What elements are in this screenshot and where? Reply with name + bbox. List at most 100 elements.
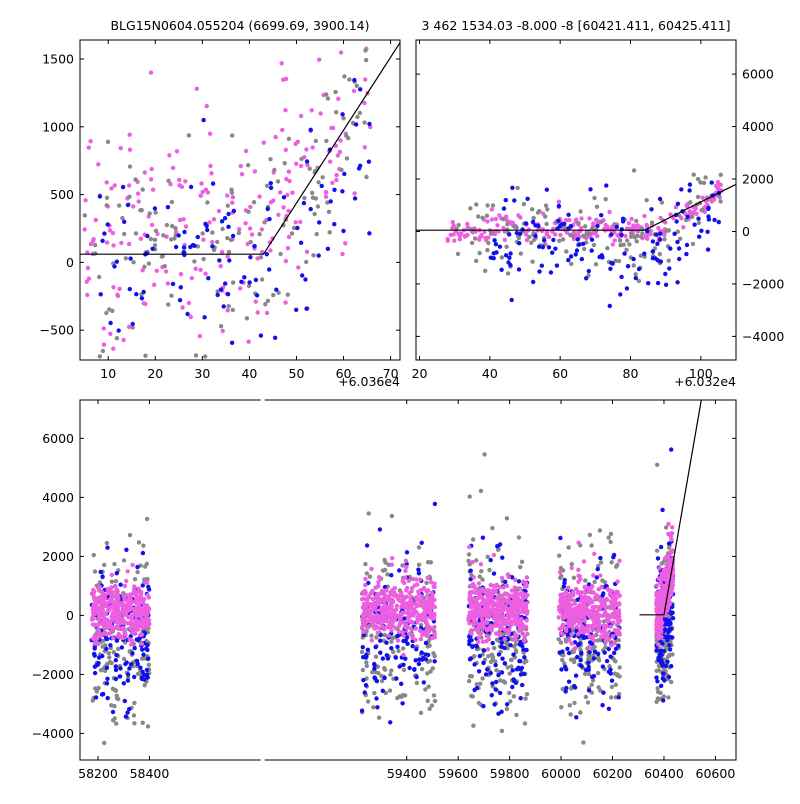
bottom-point-series-1 <box>606 706 612 711</box>
top_left-point-series-1 <box>344 133 349 138</box>
top_right-point-series-0 <box>445 236 450 242</box>
top_right-point-series-2 <box>520 227 525 232</box>
top_left-point-series-1 <box>230 307 235 313</box>
top_right-point-series-0 <box>558 232 563 238</box>
top_right-y-tick-label: 6000 <box>742 67 774 82</box>
top_right-point-series-2 <box>595 223 600 229</box>
bottom-point-series-1 <box>114 571 120 576</box>
bottom-point-series-1 <box>146 656 151 661</box>
top_left-point-series-1 <box>203 354 208 359</box>
top_right-point-series-0 <box>629 216 634 222</box>
bottom-point-series-2 <box>498 601 503 606</box>
bottom-point-series-2 <box>109 585 114 590</box>
bottom-point-series-2 <box>407 632 412 637</box>
bottom-point-series-2 <box>97 631 102 637</box>
top_left-point-series-0 <box>257 194 262 199</box>
bottom-point-series-1 <box>129 662 134 667</box>
top_left-point-series-1 <box>166 302 171 307</box>
top_left-point-series-0 <box>280 127 285 133</box>
top_left-point-series-0 <box>283 300 288 305</box>
top_right-point-series-1 <box>483 268 488 273</box>
top_right-point-series-1 <box>474 202 479 207</box>
top_left-point-series-0 <box>197 333 203 339</box>
bottom-point-series-2 <box>116 612 122 617</box>
top_left-x-tick-label: 20 <box>147 366 163 381</box>
bottom-point-series-2 <box>373 604 378 609</box>
top_right-point-series-2 <box>518 231 523 236</box>
bottom-point-series-2 <box>138 600 144 605</box>
top_left-point-series-1 <box>161 233 166 238</box>
top_left-point-series-0 <box>310 145 315 150</box>
bottom-point-series-0 <box>466 678 472 684</box>
top_left-point-series-0 <box>183 224 189 229</box>
bottom-point-series-0 <box>597 658 602 663</box>
bottom-point-series-0 <box>487 567 492 573</box>
bottom-point-series-1 <box>467 638 472 644</box>
bottom-point-series-2 <box>467 590 473 595</box>
bottom-point-series-2 <box>516 609 521 614</box>
bottom-point-series-2 <box>362 619 367 625</box>
top_left-point-series-0 <box>101 326 107 331</box>
top_right-point-series-2 <box>684 242 690 248</box>
top_right-point-series-1 <box>505 271 511 276</box>
top_left-point-series-1 <box>325 200 330 205</box>
bottom-point-series-2 <box>400 610 406 615</box>
bottom-point-series-2 <box>97 596 102 601</box>
bottom-point-series-2 <box>574 624 580 629</box>
bottom-point-series-2 <box>597 622 602 627</box>
top_right-point-series-2 <box>554 263 560 268</box>
top_right-point-series-1 <box>516 235 522 241</box>
bottom-point-series-1 <box>575 654 580 660</box>
bottom-point-series-0 <box>590 678 596 683</box>
top_left-point-series-2 <box>332 187 337 192</box>
top_left-point-series-2 <box>218 287 224 292</box>
bottom-point-series-0 <box>470 537 476 542</box>
top_left-point-series-2 <box>300 273 305 278</box>
top_right-point-series-1 <box>505 222 510 227</box>
bottom-point-series-1 <box>105 676 110 681</box>
top_left-x-tick-label: 40 <box>241 366 257 381</box>
bottom-point-series-1 <box>654 648 659 653</box>
top_right-y-tick-label: 2000 <box>742 172 774 187</box>
bottom-point-series-0 <box>135 569 140 575</box>
top_right-point-series-1 <box>530 259 535 264</box>
bottom-point-series-1 <box>524 647 529 653</box>
bottom-point-series-2 <box>117 621 123 626</box>
bottom-point-series-0 <box>617 665 622 670</box>
top_right-point-series-2 <box>709 180 714 185</box>
top_right-point-series-2 <box>579 256 584 262</box>
top_left-point-series-1 <box>316 180 321 185</box>
top_right-point-series-0 <box>681 225 686 230</box>
top_left-point-series-2 <box>215 292 220 298</box>
top_left-y-tick-label: −500 <box>40 323 74 338</box>
bottom-point-series-1 <box>404 550 410 555</box>
top_right-point-series-1 <box>532 237 537 242</box>
bottom-point-series-2 <box>467 596 472 601</box>
top_right-point-series-1 <box>518 251 523 256</box>
top_left-point-series-2 <box>268 181 273 186</box>
bottom-point-series-0 <box>666 695 671 700</box>
bottom-point-series-2 <box>587 601 592 606</box>
bottom-point-series-0 <box>390 635 395 641</box>
top_left-point-series-1 <box>100 348 106 354</box>
bottom-point-series-1 <box>492 702 497 707</box>
top_right-point-series-2 <box>645 229 650 234</box>
top_left-point-series-0 <box>283 147 288 152</box>
bottom-point-series-2 <box>373 595 378 600</box>
bottom-point-series-1 <box>416 571 422 576</box>
top_left-point-series-0 <box>170 165 176 171</box>
top_left-point-series-1 <box>299 156 304 162</box>
top_left-point-series-0 <box>149 166 154 172</box>
top_right-point-series-2 <box>566 257 571 263</box>
bottom-point-series-2 <box>591 590 596 595</box>
top_left-point-series-2 <box>356 166 362 171</box>
bottom-point-series-1 <box>467 657 473 662</box>
bottom-point-series-2 <box>503 598 508 603</box>
top_left-point-series-1 <box>211 247 217 253</box>
top_right-point-series-2 <box>633 275 638 281</box>
top_left-point-series-0 <box>110 230 116 236</box>
top_left-point-series-1 <box>326 209 332 214</box>
top_right-point-series-0 <box>656 225 661 231</box>
top_right-x-tick-label: 20 <box>412 366 428 381</box>
top_right-point-series-2 <box>667 266 672 271</box>
